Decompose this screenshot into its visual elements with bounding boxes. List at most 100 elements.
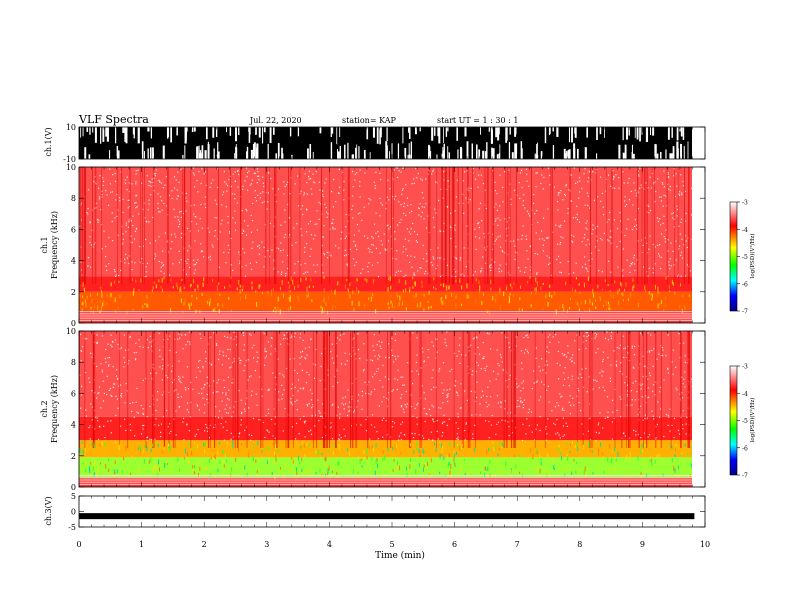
ch1-spectrogram-speckle: [409, 233, 412, 235]
ch1-spectrogram-speckle: [556, 243, 559, 245]
ch1-spectrogram-fleck: [161, 277, 163, 283]
ch2-spectrogram-speckle: [562, 435, 564, 437]
ch1-spectrogram-speckle: [167, 214, 169, 216]
ch1-spectrogram-speckle: [594, 246, 597, 248]
ch1-waveform-gap: [152, 152, 154, 159]
ch1-spectrogram-speckle: [394, 231, 396, 233]
ch2-spectrogram-fleck: [90, 442, 92, 446]
ch2-spectrogram-speckle: [111, 395, 113, 397]
ch2-spectrogram-speckle: [535, 428, 537, 430]
ch2-spectrogram-speckle: [142, 408, 144, 410]
ch2-spectrogram-speckle: [321, 352, 323, 355]
ch1-spectrogram-speckle: [510, 203, 512, 206]
ch1-spectrogram-fleck: [96, 292, 98, 296]
ch1-spectrogram-speckle: [212, 179, 214, 181]
ch2-spectrogram-speckle: [571, 378, 573, 380]
ch1-spectrogram-speckle: [325, 178, 327, 180]
ch1-spectrogram-fleck: [218, 282, 220, 286]
ch2-spectrogram-fleck: [243, 464, 245, 467]
ch2-spectrogram-speckle: [669, 408, 671, 410]
ch2-spectrogram-speckle: [415, 361, 418, 364]
ch2-spectrogram-speckle: [298, 432, 300, 435]
ch2-spectrogram-speckle: [235, 336, 237, 338]
ch1-spectrogram-speckle: [242, 229, 244, 231]
ch2-spectrogram-speckle: [659, 408, 662, 410]
ch1-spectrogram-fleck: [651, 296, 653, 301]
ch1-spectrogram-speckle: [381, 204, 384, 206]
ch1-spectrogram-fleck: [466, 293, 468, 298]
ch1-spectrogram-speckle: [536, 272, 538, 274]
ch1-spectrogram-speckle: [203, 173, 205, 175]
ch2-spectrogram-speckle: [455, 391, 458, 393]
ch2-spectrogram-speckle: [358, 394, 360, 396]
ch2-spectrogram-fleck: [479, 471, 481, 475]
ch1-spectrogram-speckle: [250, 214, 252, 217]
ch1-spectrogram-speckle: [355, 261, 358, 263]
time-tick-label: 10: [700, 540, 710, 549]
ch1-spectrogram-speckle: [160, 266, 163, 268]
ch1-spectrogram-fleck: [326, 310, 328, 316]
ch2-spectrogram-speckle: [210, 336, 212, 338]
ch2-spectrogram-speckle: [101, 369, 103, 371]
ch2-spectrogram-fleck: [290, 467, 292, 473]
ch1-spectrogram-speckle: [236, 202, 238, 204]
ch1-spectrogram-speckle: [115, 274, 117, 276]
ch1-spectrogram-speckle: [304, 271, 307, 273]
ch2-spectrogram-speckle: [602, 360, 604, 362]
ch1-spectrogram-speckle: [401, 189, 404, 191]
ch1-spectrogram-fleck: [214, 307, 216, 312]
ch2-spectrogram-speckle: [624, 435, 626, 437]
ch1-spectrogram-speckle: [309, 255, 311, 257]
ch1-spectrogram-speckle: [267, 192, 269, 194]
ch1-spectrogram-speckle: [529, 269, 532, 271]
ch1-spectrogram-speckle: [403, 205, 405, 208]
ch1-spectrogram-speckle: [492, 233, 494, 235]
ch1-spectrogram-speckle: [300, 190, 302, 192]
ch2-spectrogram-fleck: [167, 462, 169, 466]
ch2-spectrogram-band: [79, 457, 692, 478]
ch2-spectrogram-speckle: [464, 390, 466, 392]
ch2-spectrogram-speckle: [398, 435, 400, 437]
ch2-spectrogram-fleck: [691, 446, 692, 449]
ch1-spectrogram-speckle: [385, 208, 387, 210]
ch2-spectrogram-fleck: [82, 462, 84, 465]
ch2-spectrogram-speckle: [394, 355, 396, 357]
ch1-spectrogram-speckle: [672, 217, 674, 219]
ch1-spectrogram-speckle: [657, 244, 659, 247]
ch1-spectrogram-speckle: [432, 216, 435, 219]
ch2-spectrogram-speckle: [136, 387, 138, 389]
ch1-spectrogram-speckle: [541, 238, 544, 240]
ch2-spectrogram-speckle: [304, 436, 306, 438]
ch2-spectrogram-speckle: [400, 423, 402, 425]
ch1-spectrogram-speckle: [667, 239, 669, 241]
ch2-spectrogram-fleck: [488, 447, 490, 452]
ch1-spectrogram-speckle: [455, 246, 457, 248]
ch1-spectrogram-speckle: [287, 203, 289, 206]
ch2-spectrogram-speckle: [195, 433, 197, 435]
ch1-waveform-gap: [492, 148, 495, 159]
ch2-spectrogram-speckle: [505, 380, 507, 382]
ch2-spectrogram-speckle: [224, 408, 226, 410]
ch2-spectrogram-speckle: [648, 350, 651, 352]
ch1-spectrogram-speckle: [164, 232, 167, 234]
ch2-spectrogram-speckle: [392, 389, 394, 391]
ch2-spectrogram-fleck: [113, 469, 115, 474]
ch1-spectrogram-speckle: [419, 266, 421, 269]
ch2-spectrogram-fleck: [214, 454, 216, 460]
ch2-spectrogram-fleck: [448, 462, 450, 465]
ch2-spectrogram-fleck: [513, 454, 515, 458]
ch1-spectrogram-speckle: [475, 236, 477, 238]
ch1-spectrogram-fleck: [191, 295, 193, 298]
ch1-spectrogram-speckle: [465, 197, 467, 199]
ch1-spectrogram-fleck: [565, 281, 567, 286]
ch1-spectrogram-speckle: [587, 177, 590, 179]
ch1-spectrogram-fleck: [172, 286, 174, 289]
ch1-spectrogram-speckle: [576, 213, 578, 216]
ch1-spectrogram-speckle: [678, 225, 680, 227]
ch1-spectrogram-speckle: [244, 180, 246, 182]
ch1-spectrogram-speckle: [208, 231, 211, 233]
ch1-spectrogram-fleck: [602, 288, 604, 291]
ch1-spectrogram-speckle: [107, 204, 110, 206]
ch2-spectrogram-speckle: [175, 410, 177, 412]
ch1-spectrogram-speckle: [344, 237, 346, 239]
